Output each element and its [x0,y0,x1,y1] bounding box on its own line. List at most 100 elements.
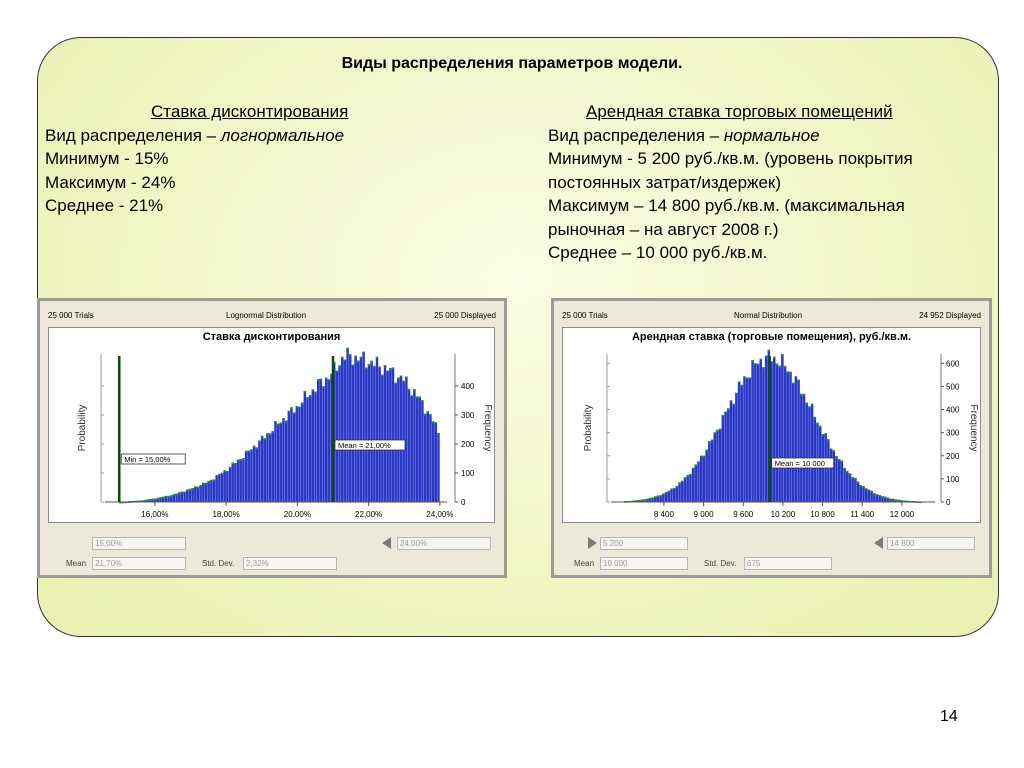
histogram-bar [196,486,200,502]
trials-count: 25 000 Trials [48,311,94,320]
bar-top-shade [151,498,154,501]
bar-top-shade [781,354,784,356]
histogram-bar [759,358,762,502]
bar-top-shade [367,364,371,366]
bar-top-shade [764,355,768,358]
bar-top-shade [162,496,165,499]
bar-top-shade [729,400,733,402]
histogram-bar [153,498,157,502]
bar-top-shade [218,473,221,476]
bar-top-shade [829,448,833,451]
bar-top-shade [121,501,125,504]
bar-top-shade [175,493,178,496]
histogram-bar [292,412,296,502]
histogram-bar [349,354,352,502]
bar-top-shade [186,489,189,492]
distribution-name: Lognormal Distribution [226,311,307,320]
bar-top-shade [263,438,267,440]
bar-top-shade [324,377,328,380]
bar-top-shade [886,497,890,500]
bar-top-shade [343,359,347,362]
histogram-bar [800,393,803,502]
histogram-bar [729,400,733,502]
histogram-bar [215,475,218,502]
histogram-bar [773,356,776,502]
bar-top-shade [637,500,641,502]
bar-top-shade [773,356,776,359]
max-grabber-icon[interactable] [382,537,391,549]
bar-top-shade [322,386,325,388]
histogram-bar [250,449,253,502]
bar-top-shade [359,356,363,359]
histogram-bar [699,455,703,502]
min-grabber-icon[interactable] [588,537,597,549]
bar-top-shade [900,500,903,502]
histogram-bar [399,375,403,502]
bar-top-shade [759,358,762,361]
histogram-bar [322,386,325,502]
bar-top-shade [282,418,285,420]
bar-top-shade [260,435,264,438]
bar-top-shade [856,481,860,484]
bar-top-shade [319,378,323,381]
bar-top-shade [341,356,344,359]
std-dev-label: Std. Dev. [202,559,235,568]
histogram-bar [260,435,264,502]
histogram-bar [162,496,165,502]
bar-top-shade [335,370,339,373]
frequency-axis-title: Frequency [968,404,979,451]
bar-top-shade [767,349,771,352]
x-tick-label: 20,00% [284,510,311,519]
std-dev-value-field: 675 [744,557,832,570]
histogram-bar [856,481,860,502]
bar-top-shade [894,499,898,502]
histogram-bar [365,367,368,502]
bar-top-shade [407,388,411,391]
bar-top-shade [754,363,757,365]
bar-top-shade [357,360,360,363]
bar-top-shade [675,485,679,488]
bar-top-shade [705,449,708,452]
frequency-axis-title: Frequency [482,404,493,451]
bar-top-shade [848,473,852,475]
bar-top-shade [349,354,352,356]
trials-count: 25 000 Trials [562,311,608,320]
marker-label: Mean = 21,00% [338,441,391,450]
right-value-field[interactable]: 24,00% [397,537,491,550]
maximum-line: Максимум – 14 800 руб./кв.м. (максимальн… [548,196,905,215]
bar-top-shade [751,360,754,362]
bar-top-shade [421,400,424,402]
bar-top-shade [268,433,272,435]
bar-top-shade [737,381,741,384]
histogram-bar [716,429,719,502]
discount-rate-heading: Ставка дисконтирования [151,102,349,121]
left-value-field[interactable]: 15,00% [92,537,186,550]
bar-top-shade [653,496,657,498]
histogram-bar [810,403,814,502]
bar-top-shade [883,496,887,499]
histogram-bar [751,360,754,502]
histogram-bar [781,354,784,502]
histogram-bar [405,376,408,502]
right-value-field[interactable]: 14 800 [887,537,975,550]
bar-top-shade [837,459,841,461]
histogram-bar [258,440,261,502]
bar-top-shade [902,500,906,503]
histogram-bar [330,373,333,502]
histogram-bar [670,488,673,502]
bar-top-shade [672,487,676,490]
histogram-bar [311,389,315,502]
histogram-bar [319,378,323,502]
histogram-bar [694,464,698,502]
bar-top-shade [697,461,700,463]
x-tick-label: 24,00% [426,510,453,519]
bar-top-shade [640,499,643,502]
bar-top-shade [691,467,695,470]
left-value-field[interactable]: 5 200 [600,537,688,550]
histogram-bar [159,497,162,502]
bar-top-shade [699,455,703,458]
max-grabber-icon[interactable] [874,537,883,549]
histogram-bar [188,488,192,502]
histogram-bar [367,364,371,502]
histogram-bar [268,433,272,502]
